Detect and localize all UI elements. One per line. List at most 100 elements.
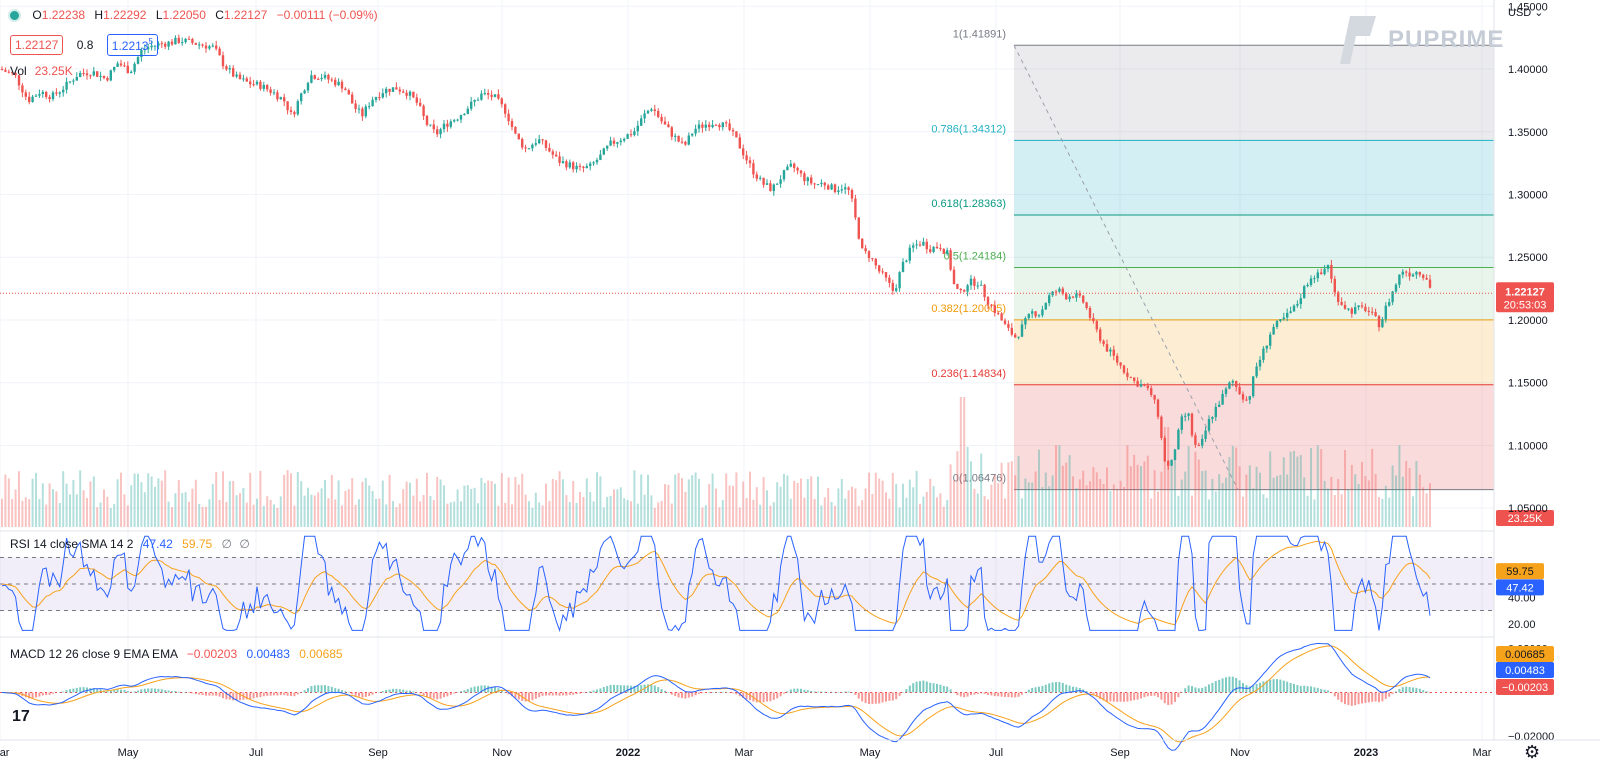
- volume-bar: [473, 487, 476, 527]
- candle-body: [565, 161, 568, 168]
- volume-bar: [160, 480, 163, 527]
- candle-body: [575, 165, 578, 170]
- macd-histogram-bar: [1296, 685, 1299, 693]
- candle-body: [1323, 268, 1326, 275]
- candle-body: [1133, 377, 1136, 381]
- macd-histogram-bar: [813, 691, 816, 693]
- candle-body: [55, 92, 58, 94]
- candle-body: [572, 162, 575, 170]
- candle-body: [1221, 393, 1224, 405]
- macd-histogram-bar: [477, 686, 479, 693]
- volume-bar: [120, 472, 122, 527]
- volume-bar: [130, 485, 133, 527]
- macd-histogram-bar: [351, 692, 354, 695]
- candle-body: [262, 84, 265, 89]
- sell-button[interactable]: 1.22127: [10, 34, 64, 55]
- macd-histogram-bar: [368, 692, 371, 697]
- volume-bar: [694, 472, 697, 527]
- macd-histogram-bar: [184, 692, 187, 693]
- macd-histogram-bar: [1136, 692, 1139, 700]
- macd-value-badge: [1496, 646, 1554, 662]
- volume-bar: [657, 502, 660, 527]
- volume-bar: [1014, 475, 1017, 527]
- macd-histogram-bar: [194, 692, 197, 695]
- macd-histogram-bar: [538, 692, 541, 698]
- volume-bar: [1140, 466, 1142, 527]
- volume-bar: [1262, 494, 1265, 527]
- volume-bar: [1320, 449, 1323, 527]
- volume-bar: [174, 493, 177, 527]
- candle-body: [1337, 292, 1340, 303]
- volume-bar: [742, 481, 745, 527]
- candle-body: [177, 37, 180, 43]
- volume-bar: [803, 497, 806, 527]
- volume-bar: [1072, 476, 1074, 527]
- candle-body: [514, 126, 517, 134]
- macd-histogram-bar: [786, 691, 789, 693]
- volume-bar: [1357, 483, 1360, 527]
- candle-body: [759, 177, 762, 179]
- candle-body: [704, 124, 707, 128]
- macd-histogram-bar: [1384, 692, 1387, 699]
- volume-bar: [368, 485, 371, 527]
- candle-body: [1269, 334, 1272, 346]
- buy-button[interactable]: 1.22135: [106, 34, 158, 56]
- currency-selector[interactable]: USD ⌄: [1508, 6, 1544, 19]
- macd-histogram-bar: [949, 689, 952, 693]
- volume-bar: [891, 473, 894, 527]
- candle-body: [861, 238, 864, 249]
- macd-histogram-bar: [582, 692, 585, 693]
- macd-histogram-bar: [1323, 689, 1326, 693]
- price-tick-label: 1.25000: [1508, 252, 1548, 264]
- candle-body: [1156, 399, 1160, 417]
- tradingview-logo-icon[interactable]: 17: [12, 708, 30, 725]
- volume-bar: [392, 501, 394, 527]
- macd-histogram-bar: [1208, 684, 1210, 693]
- candle-body: [0, 69, 4, 71]
- volume-bar: [398, 503, 401, 527]
- candle-body: [1010, 327, 1013, 335]
- macd-histogram-bar: [674, 692, 677, 696]
- candle-body: [935, 246, 939, 249]
- macd-histogram-bar: [79, 687, 82, 693]
- macd-histogram-bar: [1109, 692, 1112, 702]
- candle-body: [1296, 304, 1299, 306]
- macd-histogram-bar: [660, 688, 663, 693]
- volume-bar: [633, 470, 636, 527]
- volume-bar: [997, 482, 1000, 527]
- macd-histogram-bar: [1293, 683, 1295, 693]
- rsi-value-label: 47.42: [1506, 582, 1534, 594]
- macd-histogram-bar: [881, 692, 884, 703]
- volume-bar: [711, 473, 714, 527]
- candle-body: [51, 92, 55, 100]
- macd-histogram-bar: [854, 692, 857, 695]
- macd-histogram-bar: [1303, 685, 1306, 693]
- macd-histogram-bar: [681, 692, 683, 699]
- candle-body: [65, 81, 68, 90]
- candle-body: [218, 48, 221, 56]
- volume-bar: [721, 500, 724, 527]
- candle-body: [820, 182, 823, 185]
- macd-histogram-bar: [1214, 681, 1217, 693]
- volume-bar: [1194, 451, 1197, 527]
- macd-histogram-bar: [599, 688, 602, 693]
- macd-histogram-bar: [834, 692, 836, 693]
- candle-body: [592, 162, 595, 164]
- volume-bar: [990, 484, 993, 527]
- candle-body: [731, 129, 735, 132]
- candle-body: [1401, 271, 1404, 275]
- macd-histogram-bar: [1204, 686, 1207, 693]
- volume-bar: [636, 503, 639, 527]
- volume-bar: [1031, 482, 1034, 527]
- candle-body: [1258, 359, 1262, 367]
- candle-body: [1391, 291, 1394, 303]
- macd-histogram-bar: [657, 687, 660, 693]
- macd-histogram-bar: [436, 692, 439, 700]
- volume-bar: [1333, 495, 1336, 527]
- macd-histogram-bar: [1072, 686, 1074, 693]
- candle-body: [453, 120, 456, 122]
- macd-histogram-bar: [24, 692, 27, 698]
- gear-icon[interactable]: ⚙: [1524, 742, 1541, 762]
- low-value: 1.22050: [162, 8, 206, 22]
